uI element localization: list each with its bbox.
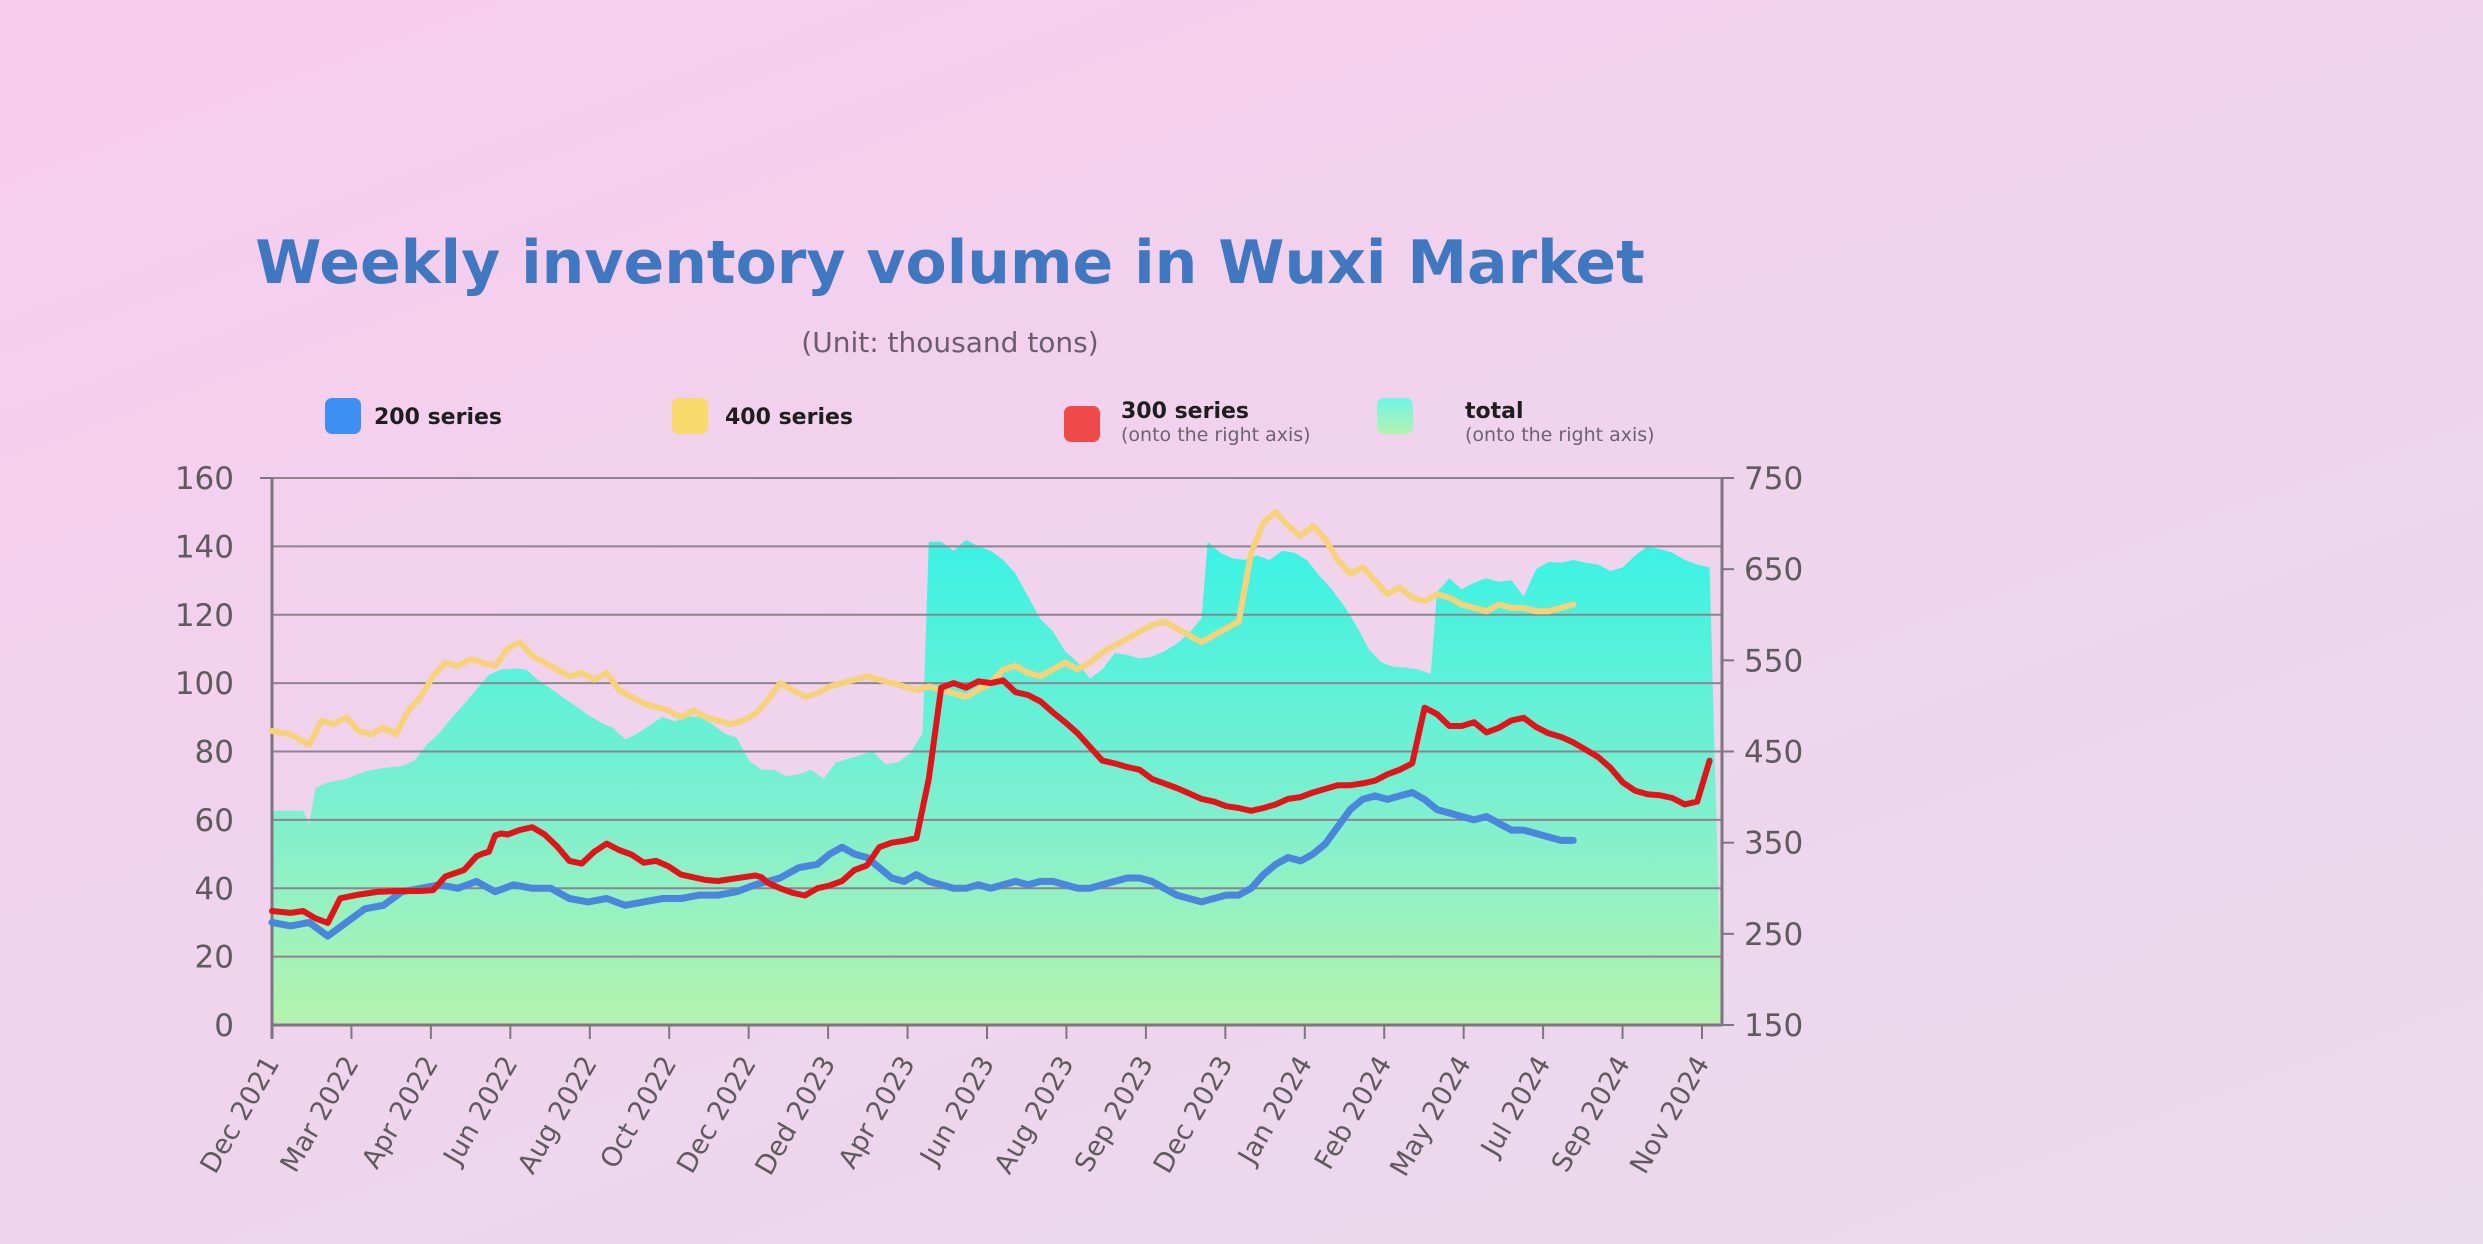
legend-label-total: total bbox=[1465, 399, 1524, 424]
x-tick-label: Jun 2022 bbox=[437, 1051, 525, 1172]
y-left-tick-label: 140 bbox=[175, 529, 234, 565]
legend-label-400-series: 400 series bbox=[725, 405, 853, 430]
x-tick-label: Feb 2024 bbox=[1309, 1051, 1398, 1175]
y-left-tick-label: 40 bbox=[195, 871, 234, 907]
legend-swatch-400-series bbox=[672, 398, 708, 434]
x-tick-label: Jun 2023 bbox=[913, 1051, 1001, 1172]
y-left-tick-label: 120 bbox=[175, 598, 234, 634]
legend-swatch-total bbox=[1377, 398, 1413, 434]
chart-title: Weekly inventory volume in Wuxi Market bbox=[255, 228, 1645, 298]
x-tick-label: Aug 2023 bbox=[989, 1051, 1081, 1179]
legend-swatch-300-series bbox=[1064, 406, 1100, 442]
x-tick-label: Dec 2022 bbox=[671, 1051, 763, 1179]
y-right-tick-label: 350 bbox=[1744, 826, 1803, 862]
y-left-tick-label: 80 bbox=[195, 735, 234, 771]
legend-item-300-series[interactable]: 300 series (onto the right axis) bbox=[1064, 399, 1311, 446]
plot-area: 0 20 40 60 80 100 120 140 160 150 250 350 450 550 650 7… bbox=[175, 461, 1803, 1182]
legend: 200 series 400 series 300 series (onto t… bbox=[325, 398, 1655, 446]
y-right-tick-label: 450 bbox=[1744, 735, 1803, 771]
x-tick-label: May 2024 bbox=[1384, 1051, 1477, 1182]
y-left-tick-label: 0 bbox=[214, 1008, 234, 1044]
chart-subtitle: (Unit: thousand tons) bbox=[801, 326, 1098, 359]
y-right-tick-label: 150 bbox=[1744, 1008, 1803, 1044]
legend-swatch-200-series bbox=[325, 398, 361, 434]
x-tick-label: Apr 2023 bbox=[833, 1051, 922, 1174]
y-left-tick-label: 60 bbox=[195, 803, 234, 839]
x-tick-label: Oct 2022 bbox=[594, 1051, 683, 1174]
legend-sublabel-total: (onto the right axis) bbox=[1465, 424, 1655, 446]
x-tick-label: Dec 2023 bbox=[1148, 1051, 1240, 1179]
series-400-line bbox=[269, 509, 1577, 748]
x-tick-label: Sep 2023 bbox=[1069, 1051, 1160, 1178]
series-total-area bbox=[272, 540, 1722, 1025]
legend-item-200-series[interactable]: 200 series bbox=[325, 398, 502, 434]
x-tick-label: Dec 2021 bbox=[194, 1051, 286, 1179]
series-200-line bbox=[268, 789, 1577, 940]
x-tick-label: Aug 2022 bbox=[512, 1051, 604, 1179]
series-300-line bbox=[269, 677, 1713, 926]
x-tick-label: Ded 2023 bbox=[749, 1051, 842, 1181]
y-left-tick-label: 100 bbox=[175, 666, 234, 702]
y-left-tick-label: 20 bbox=[195, 940, 234, 976]
legend-label-300-series: 300 series bbox=[1121, 399, 1249, 424]
y-left-tick-label: 160 bbox=[175, 461, 234, 497]
y-right-tick-label: 550 bbox=[1744, 643, 1803, 679]
x-tick-label: Nov 2024 bbox=[1624, 1051, 1716, 1179]
x-tick-label: Mar 2022 bbox=[275, 1051, 366, 1178]
legend-item-total[interactable]: total (onto the right axis) bbox=[1377, 398, 1655, 446]
legend-label-200-series: 200 series bbox=[374, 405, 502, 430]
x-tick-label: Apr 2022 bbox=[356, 1051, 445, 1174]
legend-sublabel-300-series: (onto the right axis) bbox=[1121, 424, 1311, 446]
x-tick-label: Sep 2024 bbox=[1546, 1051, 1637, 1178]
x-tick-label: Jul 2024 bbox=[1474, 1051, 1557, 1163]
y-right-tick-label: 750 bbox=[1744, 461, 1803, 497]
legend-item-400-series[interactable]: 400 series bbox=[672, 398, 853, 434]
y-right-tick-label: 250 bbox=[1744, 917, 1803, 953]
x-tick-label: Jan 2024 bbox=[1232, 1051, 1319, 1171]
y-right-tick-label: 650 bbox=[1744, 552, 1803, 588]
